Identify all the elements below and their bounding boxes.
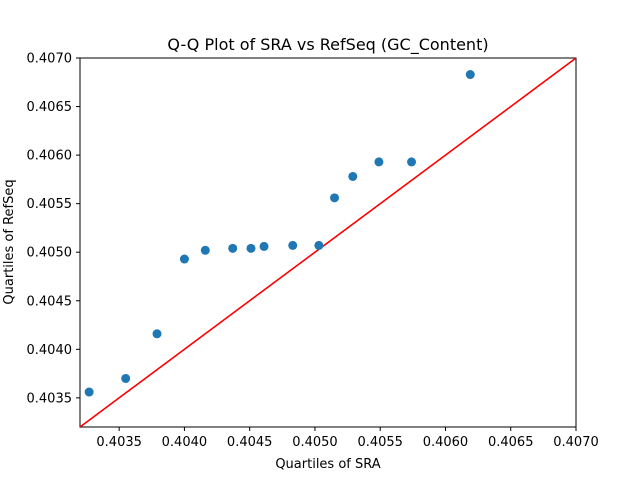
x-tick-label: 0.4065 bbox=[488, 435, 534, 450]
data-point-10 bbox=[314, 240, 324, 250]
data-point-2 bbox=[121, 373, 131, 383]
y-axis-label: Quartiles of RefSeq bbox=[2, 179, 17, 304]
y-tick-label: 0.4060 bbox=[27, 149, 73, 164]
y-axis-ticks: 0.4035 0.4040 0.4045 0.4050 0.4055 0.4060 0.40… bbox=[27, 52, 80, 406]
x-tick-label: 0.4050 bbox=[292, 435, 338, 450]
x-tick-label: 0.4070 bbox=[553, 435, 599, 450]
y-tick-label: 0.4045 bbox=[27, 294, 73, 309]
data-points-layer bbox=[84, 70, 475, 397]
data-point-9 bbox=[288, 240, 298, 250]
reference-line bbox=[80, 58, 576, 427]
y-tick-label: 0.4040 bbox=[27, 343, 73, 358]
data-point-7 bbox=[246, 243, 256, 253]
reference-line-layer bbox=[80, 58, 576, 427]
x-axis-label: Quartiles of SRA bbox=[275, 457, 380, 472]
plot-area bbox=[79, 57, 577, 428]
data-point-5 bbox=[200, 245, 210, 255]
y-tick-label: 0.4050 bbox=[27, 246, 73, 261]
x-tick-label: 0.4035 bbox=[96, 435, 142, 450]
data-point-4 bbox=[179, 254, 189, 264]
x-axis-ticks: 0.4035 0.4040 0.4045 0.4050 0.4055 0.4060 0.40… bbox=[96, 427, 599, 450]
x-tick-label: 0.4040 bbox=[162, 435, 208, 450]
y-tick-label: 0.4070 bbox=[27, 52, 73, 67]
y-tick-label: 0.4035 bbox=[27, 391, 73, 406]
data-point-14 bbox=[407, 157, 417, 167]
data-point-8 bbox=[259, 241, 269, 251]
data-point-6 bbox=[228, 243, 238, 253]
chart-title: Q-Q Plot of SRA vs RefSeq (GC_Content) bbox=[167, 35, 488, 55]
axes-frame bbox=[79, 57, 577, 428]
data-point-3 bbox=[152, 329, 162, 339]
data-point-11 bbox=[330, 193, 340, 203]
x-tick-label: 0.4060 bbox=[423, 435, 469, 450]
x-tick-label: 0.4055 bbox=[357, 435, 403, 450]
data-point-1 bbox=[84, 387, 94, 397]
x-tick-label: 0.4045 bbox=[227, 435, 273, 450]
y-tick-label: 0.4055 bbox=[27, 197, 73, 212]
data-point-15 bbox=[465, 70, 475, 80]
y-tick-label: 0.4065 bbox=[27, 100, 73, 115]
data-point-12 bbox=[348, 171, 358, 181]
data-point-13 bbox=[374, 157, 384, 167]
